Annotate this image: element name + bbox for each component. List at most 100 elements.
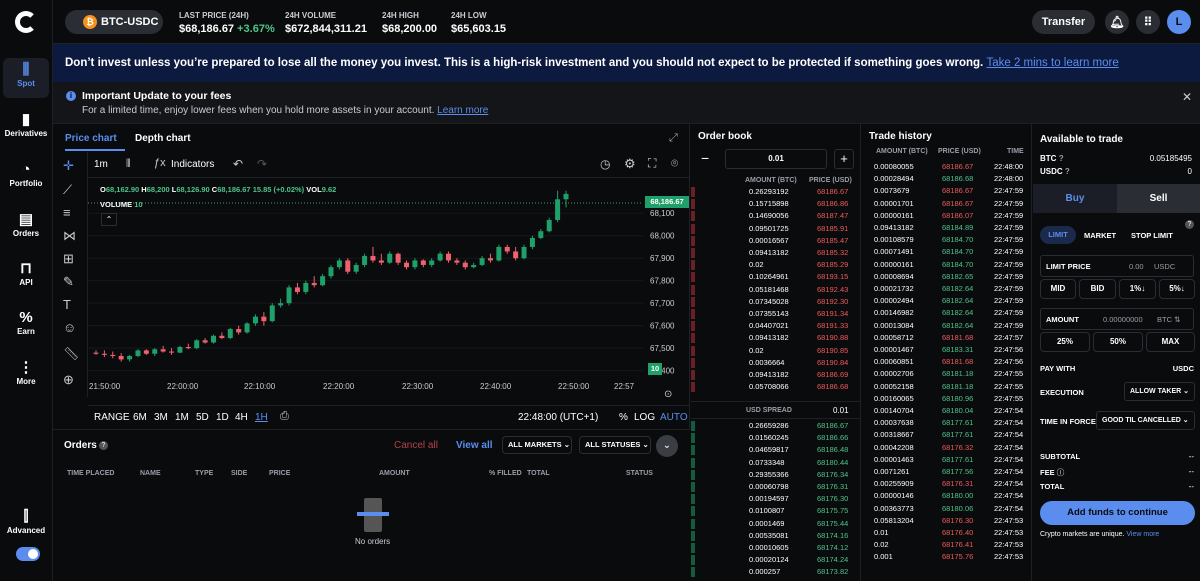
ob-price[interactable]: 68173.82 — [817, 567, 849, 577]
quick-1pct[interactable]: 1%↓ — [1119, 279, 1156, 299]
avatar[interactable]: L — [1167, 10, 1191, 34]
expand-icon[interactable]: ⤢ — [669, 132, 678, 144]
ob-price[interactable]: 68185.29 — [817, 260, 849, 270]
type-market[interactable]: MARKET — [1084, 231, 1117, 240]
limit-price-input[interactable]: LIMIT PRICE 0.00 USDC — [1040, 255, 1194, 277]
transfer-button[interactable]: Transfer — [1032, 10, 1095, 34]
auto-toggle[interactable]: AUTO — [660, 412, 688, 423]
coinbase-logo[interactable] — [15, 11, 37, 33]
indicators-button[interactable]: Indicators — [171, 159, 215, 170]
view-all-button[interactable]: View all — [456, 440, 493, 451]
ob-price[interactable]: 68174.12 — [817, 543, 849, 552]
fullscreen-icon[interactable]: ⛶ — [648, 156, 657, 170]
ob-price[interactable]: 68174.24 — [817, 555, 849, 565]
ob-price[interactable]: 68193.15 — [817, 272, 849, 282]
learn-more-link[interactable]: Take 2 mins to learn more — [986, 57, 1119, 69]
sidebar-item-spot[interactable]: ⫼ Spot — [3, 58, 49, 98]
tab-depth-chart[interactable]: Depth chart — [135, 133, 191, 144]
sidebar-item-api[interactable]: ⊓ API — [3, 257, 49, 297]
emoji-icon[interactable]: ☺ — [63, 320, 77, 335]
fib-icon[interactable]: ⊞ — [63, 251, 74, 266]
ob-price[interactable]: 68185.91 — [817, 223, 849, 233]
collapse-indicators[interactable]: ⌃ — [101, 213, 117, 226]
quick-mid[interactable]: MID — [1040, 279, 1076, 299]
statuses-select[interactable]: ALL STATUSES ⌄ — [579, 436, 651, 454]
trend-line-icon[interactable]: ⟋ — [63, 182, 73, 197]
ob-price[interactable]: 68190.84 — [817, 357, 849, 367]
ob-price[interactable]: 68186.66 — [817, 433, 849, 443]
ruler-icon[interactable]: 📏︎ — [63, 346, 80, 361]
percent-toggle[interactable]: % — [619, 412, 628, 423]
ob-price[interactable]: 68176.30 — [817, 494, 849, 504]
brush-icon[interactable]: ✎ — [63, 274, 74, 289]
price-step-input[interactable]: 0.01 — [725, 149, 827, 169]
gear-icon[interactable]: ⚙ — [624, 156, 636, 171]
ob-price[interactable]: 68191.34 — [817, 309, 849, 318]
pattern-icon[interactable]: ⋈ — [63, 228, 76, 243]
calendar-icon[interactable]: ⎙ — [280, 410, 289, 422]
view-more-link[interactable]: View more — [1126, 531, 1160, 538]
ob-price[interactable]: 68186.67 — [817, 187, 849, 196]
bell-icon[interactable]: 🔔︎ — [1105, 10, 1129, 34]
sidebar-item-derivatives[interactable]: ▮ Derivatives — [4, 111, 48, 138]
candle-type-icon[interactable]: ⫴ — [126, 158, 131, 170]
ob-price[interactable]: 68187.47 — [817, 211, 849, 221]
horizontal-lines-icon[interactable]: ≡ — [63, 205, 71, 220]
pair-selector[interactable]: ₿ BTC-USDC — [65, 10, 163, 34]
tif-select[interactable]: GOOD TIL CANCELLED ⌄ — [1096, 411, 1195, 430]
ob-price[interactable]: 68186.86 — [817, 199, 849, 209]
minus-button[interactable]: − — [701, 150, 710, 166]
pct-max[interactable]: MAX — [1146, 332, 1195, 352]
pct-25[interactable]: 25% — [1040, 332, 1090, 352]
buy-tab[interactable]: Buy — [1033, 184, 1117, 213]
sidebar-item-portfolio[interactable]: ◔ Portfolio — [3, 158, 49, 198]
range-6m[interactable]: 6M — [133, 412, 147, 423]
notice-learn-more[interactable]: Learn more — [437, 105, 489, 116]
tab-price-chart[interactable]: Price chart — [65, 133, 117, 144]
quick-5pct[interactable]: 5%↓ — [1159, 279, 1195, 299]
candlestick-chart[interactable]: 68,100 68,000 67,900 67,800 67,700 67,600 67,5… — [88, 179, 690, 397]
plus-button[interactable]: + — [834, 149, 854, 169]
ob-price[interactable]: 68186.68 — [817, 382, 849, 392]
cancel-all-button[interactable]: Cancel all — [394, 440, 438, 451]
add-funds-button[interactable]: Add funds to continue — [1040, 501, 1195, 525]
ob-price[interactable]: 68191.33 — [817, 321, 849, 331]
ob-price[interactable]: 68174.16 — [817, 530, 849, 540]
amount-input[interactable]: AMOUNT 0.00000000 BTC ⇅ — [1040, 308, 1194, 330]
type-limit[interactable]: LIMIT — [1040, 226, 1076, 244]
alert-icon[interactable]: ◷ — [600, 157, 611, 171]
sidebar-item-earn[interactable]: % Earn — [3, 306, 49, 346]
undo-icon[interactable]: ↶ — [233, 157, 244, 171]
ob-price[interactable]: 68190.88 — [817, 333, 849, 343]
sell-tab[interactable]: Sell — [1117, 184, 1200, 213]
ob-price[interactable]: 68186.48 — [817, 445, 849, 455]
help-icon[interactable]: ? — [99, 441, 108, 450]
ob-price[interactable]: 68190.85 — [817, 345, 849, 355]
sidebar-item-orders[interactable]: ▤ Orders — [3, 208, 49, 248]
ob-price[interactable]: 68192.30 — [817, 296, 849, 306]
ob-price[interactable]: 68176.31 — [817, 482, 849, 491]
range-1h[interactable]: 1H — [255, 412, 268, 423]
range-3m[interactable]: 3M — [154, 412, 168, 423]
ob-price[interactable]: 68185.47 — [817, 235, 849, 245]
ob-price[interactable]: 68192.43 — [817, 284, 849, 294]
crosshair-icon[interactable]: ✛ — [63, 158, 74, 173]
help-icon[interactable]: ? — [1185, 220, 1194, 229]
type-stop-limit[interactable]: STOP LIMIT — [1131, 231, 1173, 240]
text-icon[interactable]: T — [63, 297, 71, 312]
chart-settings-icon[interactable]: ⊙ — [664, 389, 673, 400]
close-icon[interactable]: ✕ — [1181, 90, 1192, 104]
range-1m[interactable]: 1M — [175, 412, 189, 423]
redo-icon[interactable]: ↷ — [257, 157, 268, 171]
ob-price[interactable]: 68176.34 — [817, 469, 849, 479]
ob-price[interactable]: 68175.75 — [817, 506, 849, 516]
quick-bid[interactable]: BID — [1079, 279, 1116, 299]
range-4h[interactable]: 4H — [235, 412, 248, 423]
grid-icon[interactable]: ⠿ — [1136, 10, 1160, 34]
pay-with-value[interactable]: USDC — [1172, 364, 1194, 373]
execution-select[interactable]: ALLOW TAKER ⌄ — [1124, 382, 1195, 401]
advanced-toggle[interactable] — [16, 547, 40, 561]
markets-select[interactable]: ALL MARKETS ⌄ — [502, 436, 572, 454]
pct-50[interactable]: 50% — [1093, 332, 1143, 352]
sidebar-item-more[interactable]: ⋮ More — [3, 356, 49, 396]
